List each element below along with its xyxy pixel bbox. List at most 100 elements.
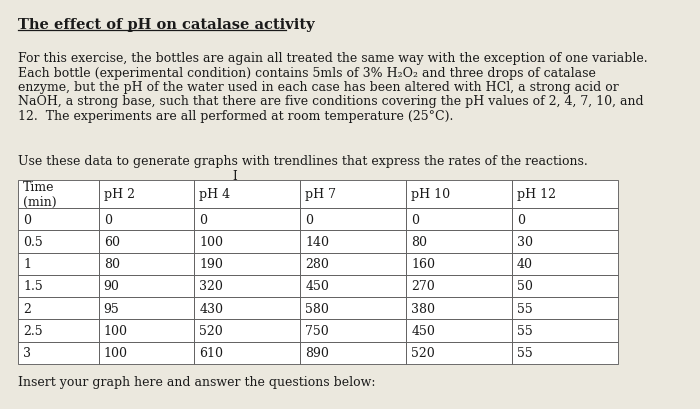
Text: 40: 40 xyxy=(517,258,533,270)
Text: 610: 610 xyxy=(199,346,223,360)
Text: 55: 55 xyxy=(517,324,533,337)
Bar xyxy=(99,231,195,253)
Text: 0: 0 xyxy=(104,213,112,226)
Bar xyxy=(18,180,99,209)
Bar xyxy=(18,342,99,364)
Bar xyxy=(406,253,512,275)
Text: 55: 55 xyxy=(517,302,533,315)
Text: 0: 0 xyxy=(23,213,31,226)
Text: pH 4: pH 4 xyxy=(199,188,230,201)
Bar xyxy=(512,342,618,364)
Text: I: I xyxy=(232,170,237,182)
Bar xyxy=(195,180,300,209)
Text: Insert your graph here and answer the questions below:: Insert your graph here and answer the qu… xyxy=(18,375,375,388)
Text: 0: 0 xyxy=(517,213,525,226)
Bar xyxy=(300,297,406,320)
Bar xyxy=(18,253,99,275)
Text: 90: 90 xyxy=(104,280,120,293)
Bar xyxy=(300,180,406,209)
Text: 580: 580 xyxy=(305,302,329,315)
Text: 0.5: 0.5 xyxy=(23,235,43,248)
Text: 80: 80 xyxy=(411,235,427,248)
Text: 0: 0 xyxy=(305,213,314,226)
Bar xyxy=(512,231,618,253)
Text: 30: 30 xyxy=(517,235,533,248)
Bar xyxy=(406,209,512,231)
Text: 12.  The experiments are all performed at room temperature (25°C).: 12. The experiments are all performed at… xyxy=(18,110,454,123)
Bar xyxy=(99,297,195,320)
Text: 520: 520 xyxy=(411,346,435,360)
Text: pH 10: pH 10 xyxy=(411,188,450,201)
Text: 190: 190 xyxy=(199,258,223,270)
Bar xyxy=(99,320,195,342)
Text: Each bottle (experimental condition) contains 5mls of 3% H₂O₂ and three drops of: Each bottle (experimental condition) con… xyxy=(18,66,596,79)
Bar xyxy=(195,320,300,342)
Bar xyxy=(512,320,618,342)
Bar xyxy=(300,320,406,342)
Bar xyxy=(300,231,406,253)
Bar xyxy=(300,209,406,231)
Text: 60: 60 xyxy=(104,235,120,248)
Text: 450: 450 xyxy=(305,280,329,293)
Bar xyxy=(99,180,195,209)
Bar xyxy=(512,180,618,209)
Bar xyxy=(18,231,99,253)
Bar xyxy=(195,297,300,320)
Text: Time
(min): Time (min) xyxy=(23,180,57,209)
Text: Use these data to generate graphs with trendlines that express the rates of the : Use these data to generate graphs with t… xyxy=(18,155,588,168)
Text: 50: 50 xyxy=(517,280,533,293)
Text: 270: 270 xyxy=(411,280,435,293)
Bar xyxy=(512,275,618,297)
Bar xyxy=(406,342,512,364)
Bar xyxy=(195,253,300,275)
Text: 1.5: 1.5 xyxy=(23,280,43,293)
Text: 55: 55 xyxy=(517,346,533,360)
Bar xyxy=(406,180,512,209)
Bar xyxy=(195,275,300,297)
Text: NaOH, a strong base, such that there are five conditions covering the pH values : NaOH, a strong base, such that there are… xyxy=(18,95,643,108)
Text: 95: 95 xyxy=(104,302,120,315)
Bar xyxy=(512,253,618,275)
Text: 430: 430 xyxy=(199,302,223,315)
Bar xyxy=(300,253,406,275)
Bar xyxy=(195,231,300,253)
Bar xyxy=(18,209,99,231)
Text: 0: 0 xyxy=(411,213,419,226)
Text: For this exercise, the bottles are again all treated the same way with the excep: For this exercise, the bottles are again… xyxy=(18,52,648,65)
Text: 2.5: 2.5 xyxy=(23,324,43,337)
Bar xyxy=(99,253,195,275)
Text: pH 12: pH 12 xyxy=(517,188,556,201)
Text: 280: 280 xyxy=(305,258,329,270)
Bar xyxy=(195,209,300,231)
Bar xyxy=(195,342,300,364)
Text: 2: 2 xyxy=(23,302,31,315)
Text: 100: 100 xyxy=(199,235,223,248)
Text: 100: 100 xyxy=(104,346,127,360)
Text: 140: 140 xyxy=(305,235,330,248)
Bar xyxy=(300,342,406,364)
Bar xyxy=(406,297,512,320)
Bar xyxy=(18,275,99,297)
Bar xyxy=(18,297,99,320)
Bar xyxy=(300,275,406,297)
Text: 750: 750 xyxy=(305,324,329,337)
Text: pH 7: pH 7 xyxy=(305,188,337,201)
Text: 0: 0 xyxy=(199,213,207,226)
Text: pH 2: pH 2 xyxy=(104,188,134,201)
Text: 160: 160 xyxy=(411,258,435,270)
Bar xyxy=(512,209,618,231)
Bar xyxy=(99,209,195,231)
Bar xyxy=(406,275,512,297)
Text: 520: 520 xyxy=(199,324,223,337)
Text: 1: 1 xyxy=(23,258,31,270)
Text: 80: 80 xyxy=(104,258,120,270)
Text: The effect of pH on catalase activity: The effect of pH on catalase activity xyxy=(18,18,314,32)
Text: 890: 890 xyxy=(305,346,329,360)
Text: 3: 3 xyxy=(23,346,31,360)
Bar xyxy=(512,297,618,320)
Text: 450: 450 xyxy=(411,324,435,337)
Bar xyxy=(406,231,512,253)
Bar xyxy=(18,320,99,342)
Bar xyxy=(99,342,195,364)
Bar xyxy=(406,320,512,342)
